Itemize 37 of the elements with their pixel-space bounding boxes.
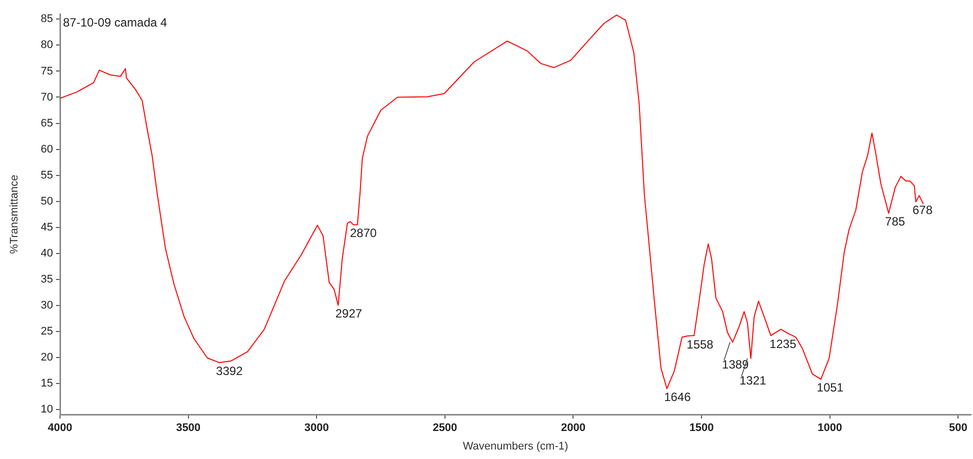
annotation: 1321 <box>739 374 767 388</box>
annotation: 2927 <box>335 306 362 321</box>
annotation: 3392 <box>216 364 244 378</box>
y-tick-label: 70 <box>40 91 53 104</box>
x-tick-label: 2500 <box>432 422 458 434</box>
y-tick-label: 60 <box>40 143 53 156</box>
y-tick-label: 75 <box>40 65 53 78</box>
x-axis-title: Wavenumbers (cm-1) <box>462 440 568 452</box>
y-tick-label: 65 <box>40 117 53 130</box>
annotation: 2870 <box>350 226 377 240</box>
annotation: 678 <box>912 203 933 218</box>
annotation: 1646 <box>664 390 692 404</box>
y-tick-label: 55 <box>40 169 53 182</box>
y-tick-label: 10 <box>40 403 53 416</box>
y-tick-label: 30 <box>40 299 53 312</box>
y-axis-title: %Transmittance <box>8 174 21 254</box>
y-tick-label: 85 <box>40 13 53 26</box>
y-tick-label: 50 <box>40 195 53 208</box>
x-tick-label: 1000 <box>818 422 842 434</box>
y-tick-label: 45 <box>40 221 53 234</box>
x-tick-label: 500 <box>948 422 968 434</box>
y-tick-label: 35 <box>40 273 53 286</box>
x-tick-label: 2000 <box>560 422 586 434</box>
x-tick-label: 4000 <box>48 422 72 434</box>
annotation: 1558 <box>686 337 714 352</box>
annotation: 1235 <box>770 336 797 351</box>
x-tick-label: 1500 <box>689 422 714 434</box>
chart-title: 87-10-09 camada 4 <box>63 15 168 30</box>
x-tick-label: 3000 <box>304 422 329 434</box>
y-tick-label: 40 <box>40 247 53 260</box>
y-tick-label: 80 <box>40 39 53 52</box>
y-tick-label: 25 <box>40 325 53 338</box>
annotation: 785 <box>885 214 906 229</box>
y-tick-label: 20 <box>40 351 53 364</box>
annotation: 1051 <box>816 380 844 395</box>
y-tick-label: 15 <box>40 377 53 390</box>
x-tick-label: 3500 <box>176 422 201 434</box>
